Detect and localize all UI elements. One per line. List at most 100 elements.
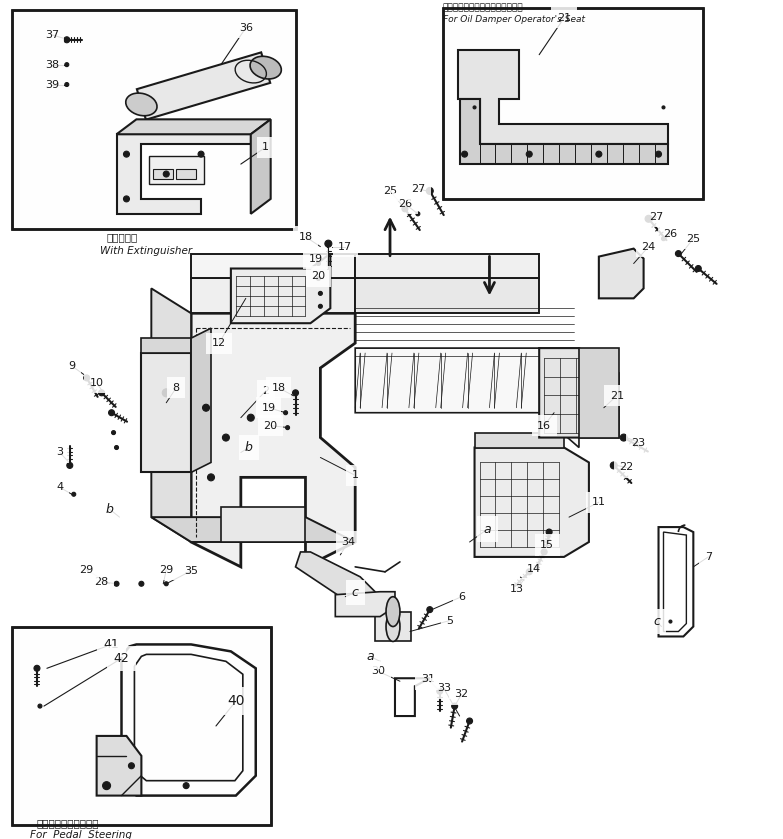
Text: 36: 36 xyxy=(239,23,253,33)
Bar xyxy=(442,8,703,199)
Text: For Oil Damper Operator's Seat: For Oil Damper Operator's Seat xyxy=(442,15,585,23)
Polygon shape xyxy=(579,348,619,438)
Polygon shape xyxy=(117,119,271,134)
Text: オイルダンパオペレータシート用: オイルダンパオペレータシート用 xyxy=(442,3,523,12)
Polygon shape xyxy=(191,279,355,313)
Circle shape xyxy=(183,783,189,789)
Circle shape xyxy=(669,620,672,623)
Polygon shape xyxy=(599,248,644,299)
Circle shape xyxy=(695,265,702,272)
Text: 15: 15 xyxy=(540,540,554,550)
Circle shape xyxy=(198,151,204,157)
Circle shape xyxy=(426,187,433,195)
Text: 26: 26 xyxy=(398,199,412,209)
Bar xyxy=(12,627,271,826)
Polygon shape xyxy=(355,279,539,313)
Text: 40: 40 xyxy=(227,694,244,708)
Polygon shape xyxy=(221,508,305,542)
Text: 29: 29 xyxy=(80,565,94,575)
Bar xyxy=(375,612,411,642)
Circle shape xyxy=(203,404,210,411)
Text: 7: 7 xyxy=(705,552,712,562)
Circle shape xyxy=(452,703,457,709)
Circle shape xyxy=(103,782,110,789)
Text: 4: 4 xyxy=(56,482,63,492)
Text: 39: 39 xyxy=(45,80,59,90)
Text: 20: 20 xyxy=(264,420,278,430)
Circle shape xyxy=(662,237,666,241)
Bar xyxy=(150,156,204,184)
Circle shape xyxy=(124,196,129,202)
Polygon shape xyxy=(474,447,589,557)
Polygon shape xyxy=(539,348,619,438)
Text: c: c xyxy=(653,615,660,628)
Polygon shape xyxy=(142,353,191,472)
Circle shape xyxy=(541,549,547,555)
Text: 29: 29 xyxy=(159,565,173,575)
Circle shape xyxy=(462,151,467,157)
Circle shape xyxy=(427,607,433,612)
Text: 38: 38 xyxy=(45,60,59,70)
Text: 18: 18 xyxy=(272,383,286,393)
Circle shape xyxy=(38,704,42,708)
Circle shape xyxy=(547,529,552,535)
Text: 25: 25 xyxy=(383,186,397,196)
Circle shape xyxy=(139,581,144,586)
Circle shape xyxy=(655,151,662,157)
Text: 20: 20 xyxy=(312,272,326,281)
Text: 32: 32 xyxy=(455,689,469,699)
Text: 35: 35 xyxy=(184,565,198,576)
Circle shape xyxy=(526,151,532,157)
Text: 9: 9 xyxy=(68,361,75,371)
Polygon shape xyxy=(295,552,380,612)
Circle shape xyxy=(124,151,129,157)
Circle shape xyxy=(99,390,105,396)
Circle shape xyxy=(247,414,254,421)
Circle shape xyxy=(164,171,169,177)
Circle shape xyxy=(111,430,116,435)
Circle shape xyxy=(63,37,70,43)
Text: 25: 25 xyxy=(686,234,700,243)
Circle shape xyxy=(72,492,76,496)
Circle shape xyxy=(114,581,119,586)
Text: 21: 21 xyxy=(557,13,571,23)
Circle shape xyxy=(109,409,114,415)
Text: 11: 11 xyxy=(592,498,606,508)
Text: 6: 6 xyxy=(458,591,465,602)
Circle shape xyxy=(65,82,69,86)
Circle shape xyxy=(645,216,652,222)
Text: 14: 14 xyxy=(527,564,541,574)
Polygon shape xyxy=(457,50,669,144)
Circle shape xyxy=(402,206,408,211)
Text: b: b xyxy=(245,441,253,454)
Bar xyxy=(12,10,295,229)
Polygon shape xyxy=(137,52,270,120)
Text: 26: 26 xyxy=(663,229,677,239)
Text: 17: 17 xyxy=(338,242,352,252)
Circle shape xyxy=(283,411,287,414)
Polygon shape xyxy=(151,517,355,542)
Text: 30: 30 xyxy=(371,666,385,676)
Text: 24: 24 xyxy=(641,242,655,252)
Bar xyxy=(12,627,271,826)
Polygon shape xyxy=(460,100,669,164)
Circle shape xyxy=(67,462,73,468)
Circle shape xyxy=(437,688,442,694)
Polygon shape xyxy=(335,591,395,617)
Text: 18: 18 xyxy=(298,232,312,242)
Text: 21: 21 xyxy=(610,391,624,401)
Text: 27: 27 xyxy=(411,184,425,194)
Text: 3: 3 xyxy=(56,447,63,457)
Text: c: c xyxy=(352,586,359,599)
Circle shape xyxy=(319,305,323,308)
Circle shape xyxy=(293,390,298,396)
Bar xyxy=(12,10,295,229)
Bar xyxy=(176,169,196,179)
Text: 42: 42 xyxy=(114,652,129,664)
Circle shape xyxy=(34,665,40,671)
Text: 8: 8 xyxy=(172,383,180,393)
Text: 12: 12 xyxy=(212,338,226,348)
Circle shape xyxy=(286,425,290,430)
Circle shape xyxy=(164,581,168,586)
Text: 1: 1 xyxy=(262,142,269,152)
